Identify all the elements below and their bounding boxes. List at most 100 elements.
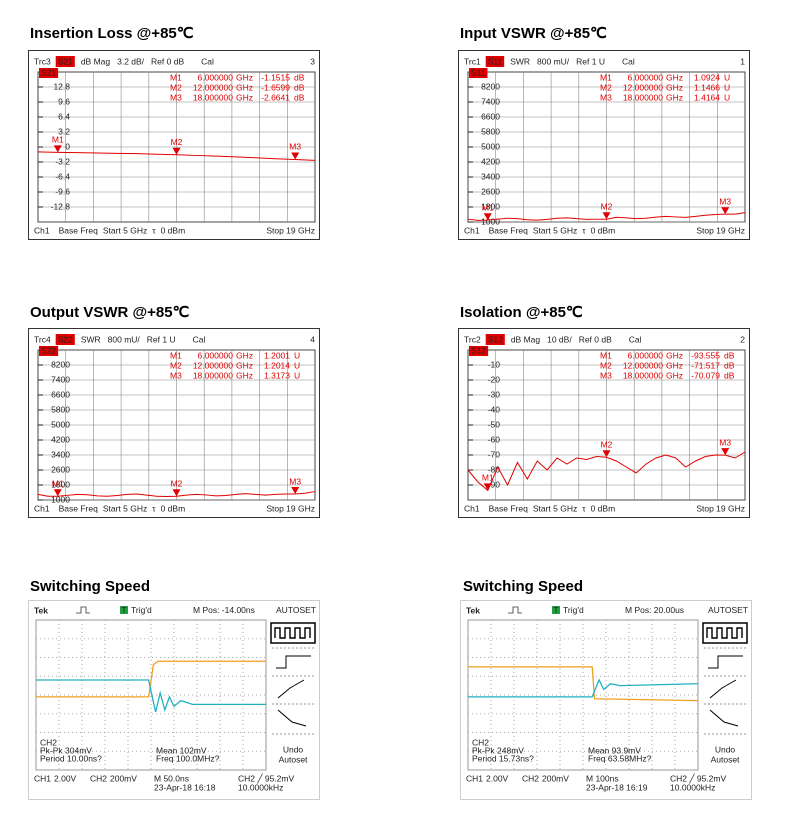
y-tick-label: -80 (488, 464, 501, 474)
marker-name: M3 (600, 370, 612, 380)
param-label: S21 (58, 56, 73, 66)
marker-tag: M3 (289, 142, 301, 152)
marker-name: M3 (170, 370, 182, 380)
readout-source: CH2 (472, 737, 489, 747)
y-tick-label: 7400 (481, 96, 500, 106)
marker-triangle (602, 450, 611, 458)
footer-text: 0 dBm (591, 225, 616, 235)
marker-x: 6.000000 (198, 72, 234, 82)
marker-y-unit: U (294, 350, 300, 360)
y-tick-label: 0 (65, 141, 70, 151)
analyzer-screen: Trc2 S12 dB Mag 10 dB/Ref 0 dB Cal 2-10-20-30… (458, 328, 750, 518)
marker-x-unit: GHz (236, 82, 253, 92)
status: 23-Apr-18 16:18 (154, 782, 216, 792)
footer-text: Base Freq (489, 225, 528, 235)
menu-icon-frame (702, 622, 748, 644)
marker-y-unit: dB (294, 82, 305, 92)
status: 200mV (110, 773, 137, 783)
marker-name: M1 (170, 350, 182, 360)
marker-x: 12.000000 (193, 82, 233, 92)
marker-triangle (602, 212, 611, 220)
status: M 100ns (586, 773, 619, 783)
param-box (469, 346, 489, 356)
menu-icon (708, 655, 743, 669)
readout: Freq 100.0MHz? (156, 753, 220, 763)
marker-y-unit: dB (724, 360, 735, 370)
header-text: SWR (81, 334, 101, 344)
trace (36, 660, 266, 698)
analyzer-screen: Trc4 S22 SWR 800 mU/Ref 1 U Cal 4820074006600… (28, 328, 320, 518)
marker-triangle (483, 483, 492, 491)
position: M Pos: -14.00ns (193, 605, 255, 615)
trigger-state: Trig'd (563, 605, 584, 615)
marker-name: M3 (600, 92, 612, 102)
menu-button: Undo (283, 744, 304, 754)
status: M 50.0ns (154, 773, 189, 783)
y-tick-label: 8200 (481, 81, 500, 91)
footer-text: Base Freq (59, 225, 98, 235)
menu-icon (706, 627, 743, 639)
panel-title: Isolation @+85℃ (460, 304, 583, 321)
y-tick-label: 5800 (481, 126, 500, 136)
marker-y-unit: U (724, 92, 730, 102)
y-tick-label: -40 (488, 404, 501, 414)
param-box (55, 56, 75, 67)
marker-triangle (172, 147, 181, 155)
y-tick-label: 12.8 (53, 81, 70, 91)
marker-tag: M1 (482, 473, 494, 483)
channel-number: 2 (740, 334, 745, 344)
status: CH1 (466, 773, 483, 783)
trigger-box-label: T (121, 605, 126, 615)
param-box (485, 56, 505, 67)
readout: Mean 93.9mV (588, 745, 641, 755)
y-tick-label: 9.6 (58, 96, 70, 106)
marker-name: M2 (600, 82, 612, 92)
marker-x: 6.000000 (628, 350, 664, 360)
header-text: Ref 0 dB (151, 56, 184, 66)
param-label: S12 (488, 334, 503, 344)
y-tick-label: -6.4 (55, 171, 70, 181)
marker-x: 12.000000 (193, 360, 233, 370)
y-tick-label: 2600 (51, 464, 70, 474)
marker-x-unit: GHz (236, 350, 253, 360)
marker-tag: M3 (719, 196, 731, 206)
readout: Period 15.73ns? (472, 753, 534, 763)
marker-name: M2 (170, 82, 182, 92)
header-text: SWR (510, 56, 530, 66)
marker-tag: M1 (52, 135, 64, 145)
y-tick-label: 5000 (481, 141, 500, 151)
footer-text: τ (152, 225, 156, 235)
readout: Mean 102mV (156, 745, 207, 755)
footer-text: Start 5 GHz (103, 503, 147, 513)
marker-y-unit: U (724, 72, 730, 82)
menu-icon (274, 627, 311, 639)
header-text: Ref 1 U (147, 334, 176, 344)
pulse-icon (508, 606, 522, 614)
header-text: Trc3 (34, 56, 51, 66)
y-tick-label: 4200 (481, 156, 500, 166)
marker-y: -70.079 (691, 370, 720, 380)
header-text: 800 mU/ (108, 334, 141, 344)
trace (37, 491, 316, 497)
trace (468, 666, 699, 702)
footer-text: Ch1 (34, 225, 50, 235)
y-tick-label: 6600 (481, 111, 500, 121)
status: 10.0000kHz (670, 782, 715, 792)
marker-x-unit: GHz (236, 72, 253, 82)
marker-y: -2.6641 (261, 92, 290, 102)
marker-y-unit: U (294, 360, 300, 370)
trace (468, 678, 699, 698)
footer-text: Ch1 (34, 503, 50, 513)
marker-y-unit: U (724, 82, 730, 92)
readout-source: CH2 (40, 737, 57, 747)
marker-tag: M3 (719, 437, 731, 447)
readout: Pk-Pk 304mV (40, 745, 92, 755)
marker-x: 18.000000 (193, 92, 233, 102)
marker-name: M2 (600, 360, 612, 370)
marker-name: M3 (170, 92, 182, 102)
menu-icon-frame (270, 622, 316, 644)
marker-y-unit: U (294, 370, 300, 380)
menu-title: AUTOSET (708, 605, 748, 615)
marker-tag: M3 (289, 476, 301, 486)
